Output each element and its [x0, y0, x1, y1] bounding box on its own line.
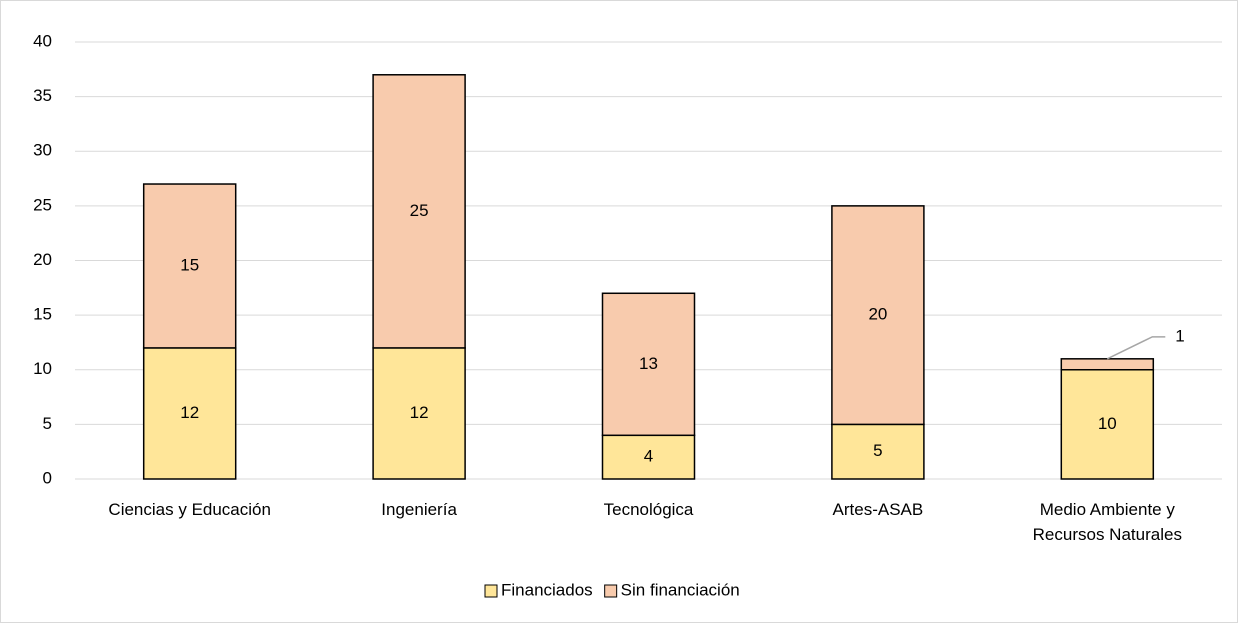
- y-tick-label: 10: [33, 359, 52, 378]
- y-tick-label: 5: [43, 414, 52, 433]
- data-label: 10: [1098, 414, 1117, 433]
- data-label: 20: [868, 305, 887, 324]
- legend-label: Sin financiación: [621, 580, 740, 599]
- bar-segment: [1060, 369, 1155, 480]
- bar-segment: [372, 74, 466, 349]
- bar-segment: [372, 347, 466, 480]
- y-tick-label: 15: [33, 305, 52, 324]
- data-label: 1: [1175, 326, 1184, 345]
- x-tick-label: Tecnológica: [603, 500, 694, 519]
- x-tick-label: Ciencias y Educación: [108, 500, 271, 519]
- y-tick-label: 30: [33, 141, 52, 160]
- bar-segment: [601, 292, 696, 437]
- legend-label: Financiados: [501, 580, 593, 599]
- bar-segment: [831, 423, 925, 480]
- data-label: 5: [873, 441, 882, 460]
- data-label: 13: [639, 354, 658, 373]
- legend-swatch: [604, 584, 618, 598]
- data-label: 15: [180, 255, 199, 274]
- x-tick-label: Medio Ambiente y Recursos Naturales: [1032, 500, 1182, 544]
- data-label: 12: [180, 403, 199, 422]
- bar-segment: [142, 183, 237, 349]
- bar-segment: [1060, 358, 1155, 371]
- legend-swatch: [484, 584, 498, 598]
- y-tick-label: 35: [33, 86, 52, 105]
- y-tick-label: 25: [33, 195, 52, 214]
- x-tick-label: Artes-ASAB: [832, 500, 924, 519]
- x-tick-label: Ingeniería: [381, 500, 457, 519]
- leader-line: [1106, 336, 1166, 360]
- y-tick-label: 0: [43, 468, 52, 487]
- data-label: 25: [410, 201, 429, 220]
- data-label: 12: [410, 403, 429, 422]
- y-tick-label: 20: [33, 250, 52, 269]
- y-tick-label: 40: [33, 31, 52, 50]
- bar-segment: [831, 205, 925, 426]
- bar-segment: [142, 347, 237, 480]
- data-label: 4: [644, 447, 653, 466]
